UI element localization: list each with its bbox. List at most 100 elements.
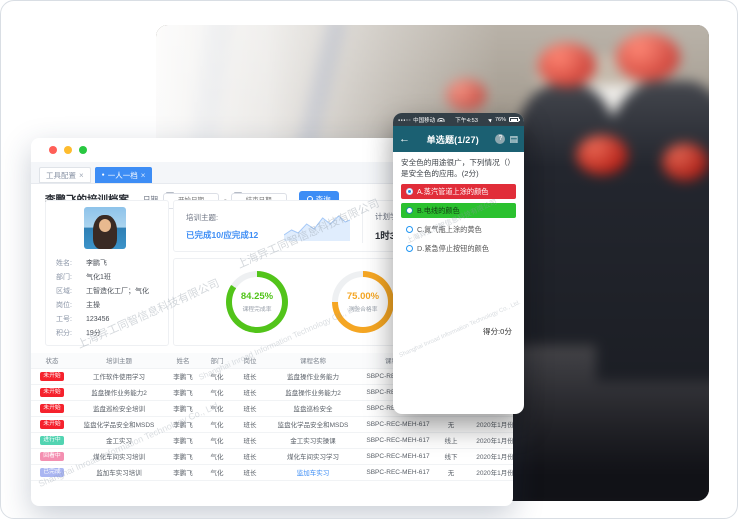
tab-label: 工具配置 — [46, 170, 76, 180]
course-cell: 监盘操作业务能力2 — [267, 384, 359, 401]
topic-cell: 监加车实习培训 — [73, 464, 165, 481]
code-cell: SBPC-REC-MEH-617 — [359, 432, 437, 449]
option-B[interactable]: B.电线的颜色 — [401, 203, 516, 219]
answer-sheet-icon[interactable]: ▤ — [509, 133, 518, 144]
mode-cell: 线上 — [437, 432, 465, 449]
radio-icon[interactable] — [406, 226, 413, 234]
question-counter-title: 单选题(1/27) — [426, 134, 479, 145]
active-tab-dot-icon: ● — [101, 171, 105, 178]
dept-cell: 气化 — [201, 400, 233, 417]
profile-field-label: 姓名: — [56, 260, 72, 267]
dept-cell: 气化 — [201, 368, 233, 385]
status-badge: 回看中 — [40, 451, 64, 461]
option-label: B.电线的颜色 — [417, 205, 460, 215]
battery-icon — [509, 117, 520, 122]
topic-cell: 监盘操作业务能力2 — [73, 384, 165, 401]
name-cell: 李鹏飞 — [165, 432, 201, 449]
post-cell: 班长 — [233, 368, 267, 385]
tab-bar: 工具配置 × ● 一人一档 × — [31, 162, 513, 184]
course-cell: 煤化车间实习学习 — [267, 448, 359, 465]
code-cell: SBPC-REC-MEH-617 — [359, 448, 437, 465]
help-icon[interactable]: ? — [495, 134, 506, 144]
carrier-label: 中国移动 — [413, 117, 436, 124]
status-cell: 回看中 — [31, 448, 73, 465]
signal-dots-icon: ●●●○○ — [398, 117, 412, 122]
post-cell: 班长 — [233, 416, 267, 433]
dept-cell: 气化 — [201, 448, 233, 465]
course-cell[interactable]: 监加车实习 — [267, 464, 359, 481]
tab-label: 一人一档 — [107, 170, 138, 180]
name-cell: 李鹏飞 — [165, 416, 201, 433]
donut-center: 75.00% 测验合格率 — [338, 277, 388, 327]
topic-cell: 煤化车间实习培训 — [73, 448, 165, 465]
radio-icon[interactable] — [406, 245, 413, 253]
topic-cell: 监盘巡检安全培训 — [73, 400, 165, 417]
window-titlebar — [31, 138, 513, 162]
course-cell: 监盘巡检安全 — [267, 400, 359, 417]
post-cell: 班长 — [233, 400, 267, 417]
table-row[interactable]: 已完成 监加车实习培训 李鹏飞 气化 班长 监加车实习 SBPC-REC-MEH-617 无 2… — [31, 464, 513, 481]
profile-field-value: 气化1班 — [86, 274, 111, 281]
tab-close-icon[interactable]: × — [140, 170, 146, 180]
battery-percent: 76% — [494, 116, 506, 123]
option-A[interactable]: A.蒸汽管道上涂的颜色 — [401, 184, 516, 200]
status-badge: 未开始 — [40, 371, 64, 381]
donut-label: 测验合格率 — [348, 307, 378, 313]
donut-center: 84.25% 课程完成率 — [232, 277, 282, 327]
status-badge: 未开始 — [40, 387, 64, 397]
minimize-window-icon[interactable] — [64, 146, 72, 154]
table-row[interactable]: 回看中 煤化车间实习培训 李鹏飞 气化 班长 煤化车间实习学习 SBPC-REC-MEH-6… — [31, 448, 513, 465]
column-header: 姓名 — [165, 353, 201, 369]
location-arrow-icon — [488, 117, 493, 122]
table-body: 未开始工作软件使用学习李鹏飞气化班长监盘操作业务能力SBPC-REC-MEH-6… — [31, 368, 513, 481]
donut-课程完成率: 84.25% 课程完成率 — [226, 271, 288, 333]
radio-icon[interactable] — [406, 188, 413, 196]
code-cell: SBPC-REC-MEH-617 — [359, 464, 437, 481]
search-button-label: 查询 — [315, 194, 331, 204]
tab-close-icon[interactable]: × — [79, 170, 84, 180]
column-header: 状态 — [31, 353, 73, 369]
donut-label: 课程完成率 — [242, 307, 272, 313]
table-row[interactable]: 进行中 金工实习 李鹏飞 气化 班长 金工实习实操课 SBPC-REC-MEH-617 线上 2… — [31, 432, 513, 449]
radio-icon[interactable] — [406, 207, 413, 215]
tab-工具配置[interactable]: 工具配置 × — [39, 167, 91, 183]
maximize-window-icon[interactable] — [79, 146, 87, 154]
profile-field: 工号: 123456 — [56, 313, 164, 327]
option-C[interactable]: C.氮气瓶上涂的黄色 — [401, 222, 516, 237]
profile-field-label: 区域: — [56, 288, 72, 295]
option-D[interactable]: D.紧急停止按钮的颜色 — [401, 241, 516, 256]
trend-sparkline — [284, 215, 350, 241]
date-filter-label: 日期 — [143, 194, 158, 204]
option-label: D.紧急停止按钮的颜色 — [417, 243, 489, 253]
options-list: A.蒸汽管道上涂的颜色 B.电线的颜色 C.氮气瓶上涂的黄色 D.紧急停止按钮的颜色 — [393, 184, 524, 256]
clock-label: 下午4:53 — [455, 118, 478, 124]
status-badge: 未开始 — [40, 419, 64, 429]
mode-cell: 无 — [437, 464, 465, 481]
mode-cell: 线下 — [437, 448, 465, 465]
profile-field-label: 工号: — [56, 316, 72, 323]
table-row[interactable]: 未开始监盘操作业务能力2李鹏飞气化班长监盘操作业务能力2SBPC-REC-MEH… — [31, 384, 513, 401]
score-label: 得分:0分 — [482, 327, 512, 336]
profile-fields: 姓名: 李鹏飞 部门: 气化1班 区域: 工智造化工厂；气化 岗位: 主操 工号: 123456 积… — [56, 257, 164, 341]
profile-field: 积分: 19分 — [56, 327, 164, 341]
topic-cell: 监盘化学品安全和MSDS — [73, 416, 165, 433]
profile-field-label: 部门: — [56, 274, 72, 281]
post-cell: 班长 — [233, 432, 267, 449]
phone-mockup: ●●●○○ 中国移动 下午4:53 76% ← 单选题(1/27) ? ▤ 安全… — [393, 113, 524, 414]
tab-一人一档[interactable]: ● 一人一档 × — [94, 167, 153, 183]
topic-label: 培训主题: — [186, 212, 219, 222]
status-cell: 已完成 — [31, 464, 73, 481]
close-window-icon[interactable] — [49, 146, 57, 154]
plan-cell: 2020年1月份培训计划 — [465, 448, 513, 465]
back-arrow-icon[interactable]: ← — [399, 132, 410, 145]
status-cell: 未开始 — [31, 384, 73, 401]
topic-cell: 工作软件使用学习 — [73, 368, 165, 385]
dept-cell: 气化 — [201, 416, 233, 433]
column-header: 培训主题 — [73, 353, 165, 369]
name-cell: 李鹏飞 — [165, 400, 201, 417]
table-row[interactable]: 未开始 监盘化学品安全和MSDS 李鹏飞 气化 班长 监盘化学品安全和MSDS SBPC-R… — [31, 416, 513, 433]
phone-nav-bar: ← 单选题(1/27) ? ▤ — [393, 126, 524, 152]
status-badge: 未开始 — [40, 403, 64, 413]
column-header: 课程名称 — [267, 353, 359, 369]
